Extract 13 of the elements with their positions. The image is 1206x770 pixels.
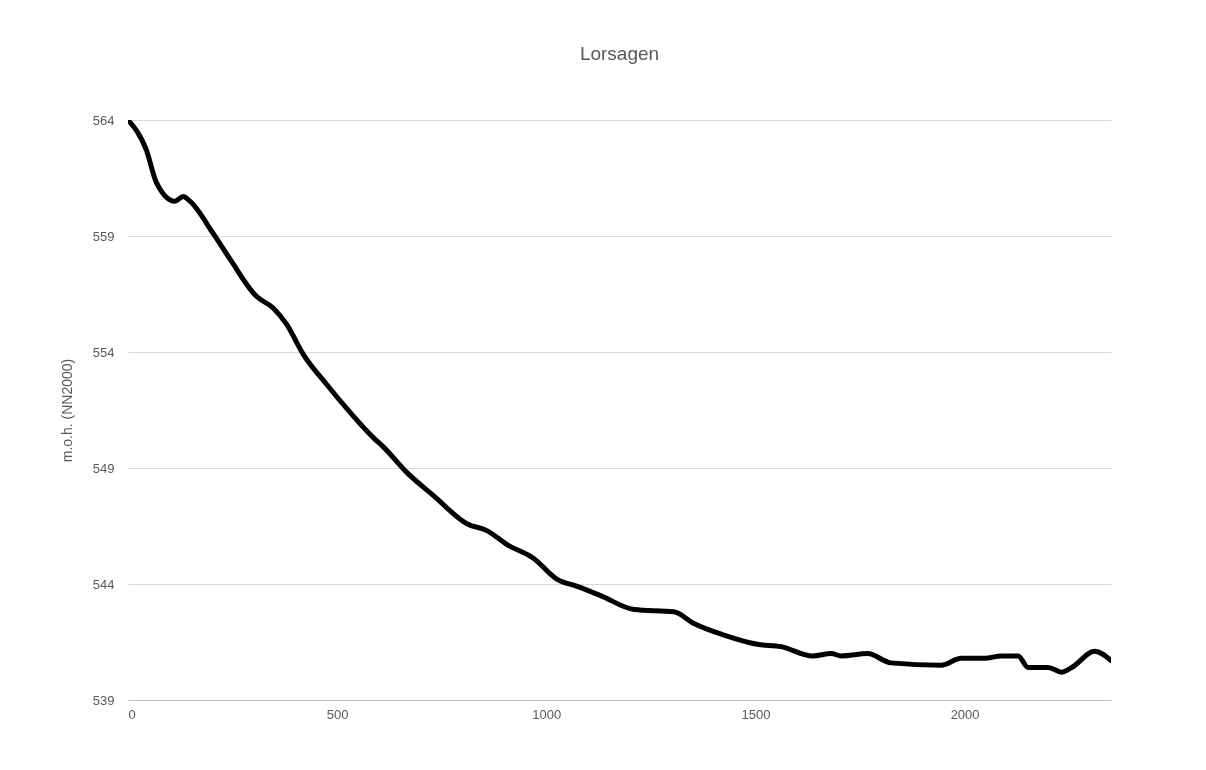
y-tick-label: 544 (92, 576, 115, 592)
x-tick-label: 2000 (950, 706, 980, 722)
y-tick-label: 539 (92, 692, 115, 708)
y-tick-label: 564 (92, 112, 115, 128)
y-tick-label: 549 (92, 460, 115, 476)
chart-title: Lorsagen (579, 43, 660, 64)
y-tick-label: 554 (92, 344, 115, 360)
y-axis-title: m.o.h. (NN2000) (58, 358, 75, 463)
y-tick-label: 559 (92, 228, 115, 244)
x-tick-label: 1500 (741, 706, 771, 722)
x-tick-label: 1000 (532, 706, 562, 722)
x-tick-label: 500 (326, 706, 349, 722)
x-tick-label: 0 (128, 706, 136, 722)
